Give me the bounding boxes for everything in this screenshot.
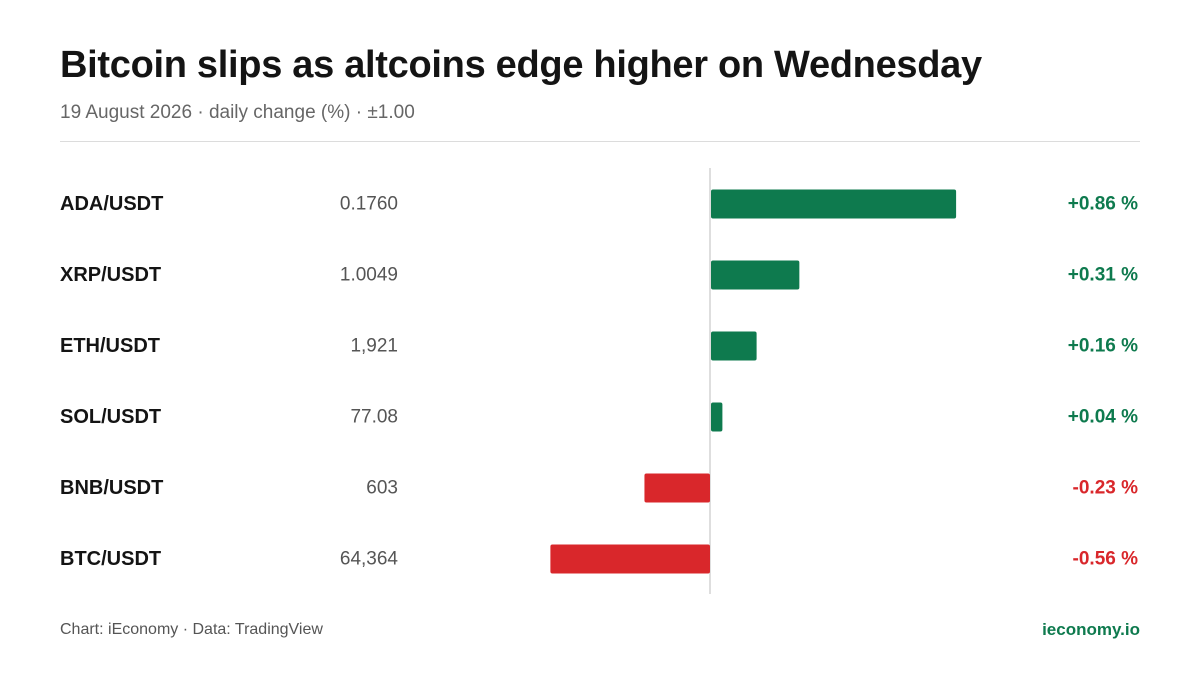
header-divider [60, 141, 1140, 142]
pair-label: BNB/USDT [60, 477, 163, 499]
source-credit: Chart: iEconomy · Data: TradingView [60, 621, 323, 638]
change-value-label: +0.16 % [1068, 336, 1138, 357]
brand-link[interactable]: ieconomy.io [1042, 620, 1140, 639]
price-value: 0.1760 [340, 194, 398, 215]
change-value-label: +0.04 % [1068, 407, 1138, 428]
change-bar [711, 402, 723, 432]
price-value: 1.0049 [340, 265, 398, 286]
change-value-label: +0.86 % [1068, 194, 1138, 215]
change-bar [711, 331, 757, 361]
price-value: 603 [366, 478, 398, 499]
pair-label: XRP/USDT [60, 264, 161, 286]
price-value: 64,364 [340, 549, 399, 570]
change-bar [644, 473, 710, 503]
chart-subtitle: 19 August 2026 · daily change (%) · ±1.0… [60, 102, 415, 123]
change-bar [711, 260, 800, 290]
pair-label: ETH/USDT [60, 335, 160, 357]
price-value: 77.08 [350, 407, 398, 428]
pair-label: BTC/USDT [60, 548, 161, 570]
change-bar [550, 544, 710, 574]
change-value-label: -0.56 % [1073, 549, 1139, 570]
pair-label: ADA/USDT [60, 193, 163, 215]
change-value-label: -0.23 % [1073, 478, 1139, 499]
change-bar [711, 189, 957, 219]
chart-title: Bitcoin slips as altcoins edge higher on… [60, 44, 982, 86]
pair-label: SOL/USDT [60, 406, 161, 428]
price-value: 1,921 [350, 336, 398, 357]
change-value-label: +0.31 % [1068, 265, 1138, 286]
